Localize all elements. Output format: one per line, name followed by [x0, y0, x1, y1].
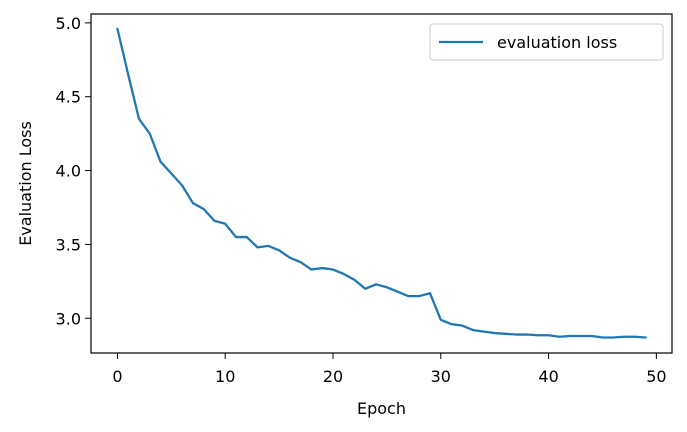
x-tick-label: 40: [538, 367, 558, 386]
y-tick-label: 4.0: [56, 162, 81, 181]
y-tick-label: 3.5: [56, 235, 81, 254]
x-tick-label: 10: [215, 367, 235, 386]
x-axis-ticks: 0 10 20 30 40 50: [112, 353, 667, 386]
x-axis-label: Epoch: [357, 399, 406, 418]
x-tick-label: 0: [112, 367, 122, 386]
x-tick-label: 30: [431, 367, 451, 386]
legend-box: [429, 23, 664, 61]
series-layer: [116, 27, 647, 339]
x-tick-label: 20: [323, 367, 343, 386]
plot-area: [91, 14, 672, 353]
plot-frame: [90, 13, 673, 354]
y-axis-ticks: 3.0 3.5 4.0 4.5 5.0: [56, 14, 91, 328]
x-tick-label: 50: [646, 367, 666, 386]
y-tick-label: 3.0: [56, 309, 81, 328]
series-line-evaluation-loss: [116, 27, 647, 339]
y-axis-label: Evaluation Loss: [16, 121, 35, 246]
y-tick-label: 4.5: [56, 88, 81, 107]
y-tick-label: 5.0: [56, 14, 81, 33]
legend: evaluation loss: [429, 23, 664, 61]
legend-label-evaluation-loss: evaluation loss: [497, 33, 617, 52]
